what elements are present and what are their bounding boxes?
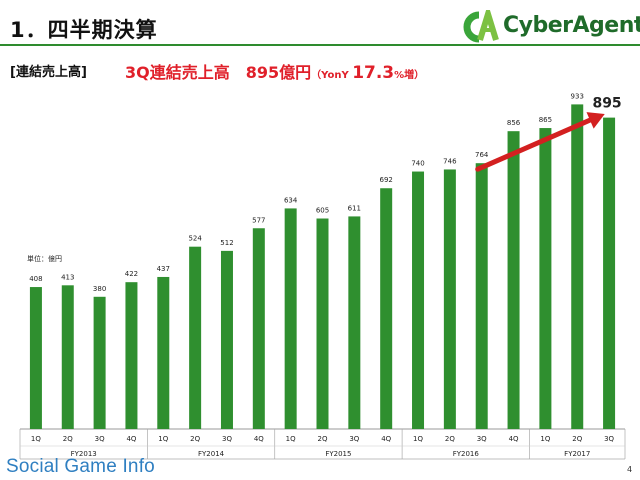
data-label: 408 — [29, 275, 42, 283]
data-label: 692 — [379, 176, 392, 184]
tick-label: 3Q — [95, 435, 105, 443]
trend-arrow-head — [586, 112, 605, 129]
data-label: 865 — [539, 116, 552, 124]
tick-label: 3Q — [604, 435, 614, 443]
group-label: FY2017 — [564, 450, 590, 458]
headline-pct-suffix: %増） — [394, 70, 425, 81]
bar — [348, 216, 361, 429]
data-label: 740 — [411, 160, 424, 168]
tick-label: 2Q — [63, 435, 73, 443]
bar — [125, 282, 138, 429]
tick-label: 1Q — [413, 435, 423, 443]
page-number: 4 — [627, 465, 633, 474]
tick-label: 3Q — [477, 435, 487, 443]
bar — [380, 188, 393, 429]
data-label: 764 — [475, 151, 489, 159]
tick-label: 3Q — [222, 435, 232, 443]
bar — [603, 117, 616, 429]
data-label: 856 — [507, 119, 521, 127]
data-label: 413 — [61, 273, 74, 281]
bar — [539, 128, 552, 430]
headline-yony: （YonY — [311, 70, 353, 81]
headline-main: 3Q連結売上高 895億円 — [125, 63, 312, 82]
unit-label: 単位：億円 — [27, 255, 62, 263]
bar — [284, 208, 297, 429]
bar — [475, 163, 488, 430]
tick-label: 1Q — [540, 435, 550, 443]
highlight-label: 895 — [592, 96, 621, 112]
ca-logo-icon — [463, 3, 499, 43]
bar — [220, 250, 233, 429]
data-label: 512 — [220, 239, 233, 247]
page-title: 1．四半期決算 — [10, 18, 158, 42]
group-label: FY2015 — [325, 450, 351, 458]
group-label: FY2014 — [198, 450, 225, 458]
cyberagent-logo: CyberAgent — [462, 3, 640, 44]
bar — [412, 171, 425, 429]
headline-pct: 17.3 — [352, 63, 395, 83]
data-label: 611 — [348, 204, 361, 212]
tick-label: 2Q — [190, 435, 200, 443]
bar — [61, 285, 74, 429]
bar — [443, 169, 456, 429]
bar — [507, 131, 520, 429]
bar — [29, 287, 42, 429]
headline: 3Q連結売上高 895億円（YonY 17.3%増） — [125, 59, 424, 83]
watermark: Social Game Info — [6, 456, 155, 477]
bar — [93, 296, 106, 429]
data-label: 933 — [571, 92, 584, 100]
bar — [316, 218, 329, 429]
trend-arrow-shaft — [475, 117, 594, 172]
data-label: 746 — [443, 157, 457, 165]
tick-label: 2Q — [445, 435, 455, 443]
tick-label: 1Q — [286, 435, 296, 443]
tick-label: 2Q — [572, 435, 582, 443]
tick-label: 4Q — [126, 435, 136, 443]
tick-label: 1Q — [31, 435, 41, 443]
data-label: 605 — [316, 207, 329, 215]
tick-label: 4Q — [254, 435, 264, 443]
tick-label: 4Q — [381, 435, 391, 443]
bar — [157, 276, 170, 429]
tick-label: 3Q — [349, 435, 359, 443]
data-label: 422 — [125, 270, 138, 278]
header-divider — [0, 44, 640, 46]
group-label: FY2013 — [71, 450, 97, 458]
bar — [252, 228, 265, 429]
data-label: 577 — [252, 216, 265, 224]
data-label: 437 — [157, 265, 170, 273]
bar — [189, 246, 202, 429]
data-label: 634 — [284, 196, 298, 204]
tick-label: 2Q — [318, 435, 328, 443]
data-label: 380 — [93, 285, 106, 293]
group-label: FY2016 — [453, 450, 480, 458]
bar — [571, 104, 584, 430]
tick-label: 1Q — [158, 435, 168, 443]
data-label: 524 — [188, 235, 202, 243]
tick-label: 4Q — [509, 435, 519, 443]
section-label: [連結売上高] — [10, 65, 87, 80]
brand-name: CyberAgent — [503, 13, 640, 38]
